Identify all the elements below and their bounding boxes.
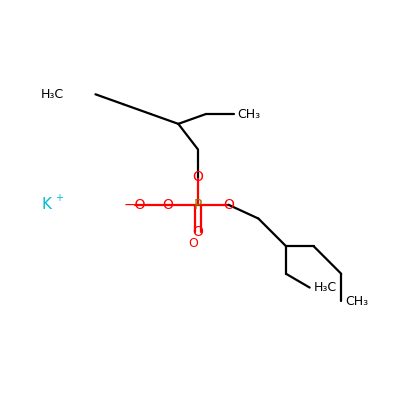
Text: O: O — [192, 170, 204, 184]
Text: +: + — [55, 193, 63, 203]
Text: H₃C: H₃C — [41, 88, 64, 101]
Text: P: P — [194, 198, 202, 212]
Text: O: O — [223, 198, 234, 212]
Text: −O: −O — [124, 198, 146, 212]
Text: CH₃: CH₃ — [345, 295, 368, 308]
Text: O: O — [188, 237, 198, 250]
Text: H₃C: H₃C — [314, 281, 337, 294]
Text: O: O — [192, 225, 204, 239]
Text: O: O — [162, 198, 173, 212]
Text: CH₃: CH₃ — [238, 108, 260, 120]
Text: K: K — [41, 197, 51, 212]
